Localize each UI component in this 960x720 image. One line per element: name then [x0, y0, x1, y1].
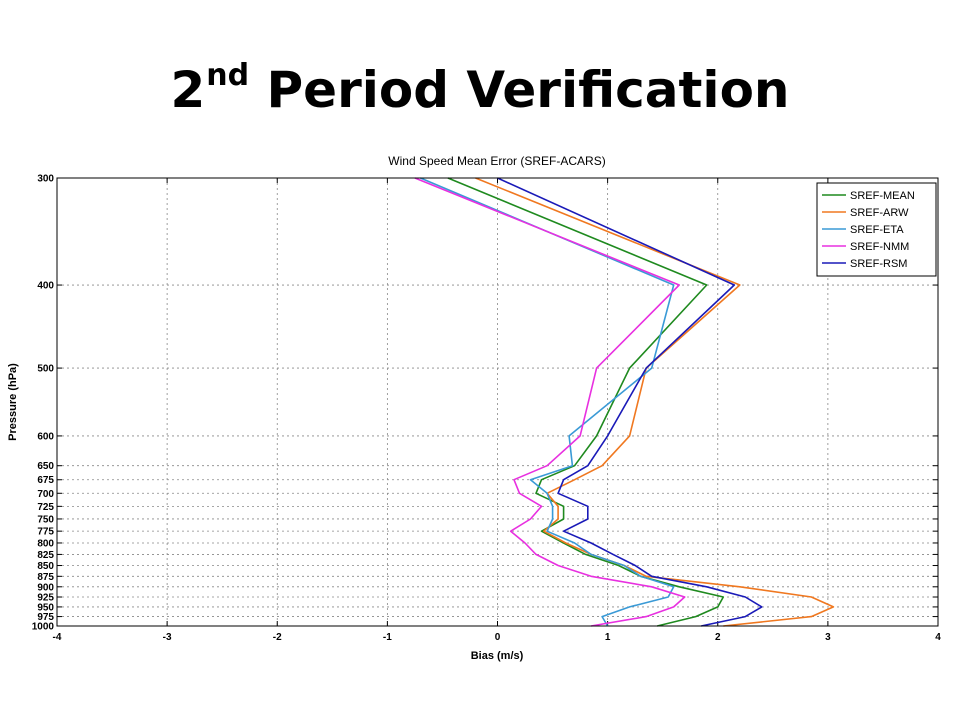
y-tick-label: 950	[37, 602, 54, 613]
legend-label: SREF-NMM	[850, 241, 909, 253]
wind-speed-chart: Wind Speed Mean Error (SREF-ACARS) Bias …	[7, 154, 941, 662]
y-tick-label: 1000	[32, 622, 55, 633]
y-tick-label: 675	[37, 475, 54, 486]
x-tick-label: -3	[163, 632, 172, 643]
x-tick-label: 2	[715, 632, 721, 643]
x-tick-label: -1	[383, 632, 392, 643]
series-line-sref-rsm	[497, 177, 763, 627]
y-tick-label: 900	[37, 582, 54, 593]
x-tick-label: 3	[825, 632, 831, 643]
title-rest: Period Verification	[249, 61, 790, 119]
x-tick-label: 0	[495, 632, 501, 643]
x-tick-label: 1	[605, 632, 611, 643]
series-line-sref-arw	[475, 177, 835, 627]
x-tick-label: 4	[935, 632, 941, 643]
y-tick-label: 500	[37, 364, 54, 375]
y-tick-label: 975	[37, 612, 54, 623]
y-tick-label: 300	[37, 174, 54, 185]
y-tick-label: 925	[37, 592, 54, 603]
legend-label: SREF-ETA	[850, 224, 904, 236]
y-axis-label: Pressure (hPa)	[7, 363, 19, 441]
y-tick-label: 875	[37, 572, 54, 583]
y-tick-label: 775	[37, 527, 54, 538]
x-axis-label: Bias (m/s)	[471, 650, 524, 662]
slide-title: 2nd Period Verification	[0, 58, 960, 119]
plot-area: -4 -3 -2 -1 0 1 2 3 4 300 400 500 600 650 675 700 725750…	[32, 174, 941, 644]
title-superscript: nd	[206, 58, 250, 93]
y-tick-label: 800	[37, 538, 54, 549]
y-tick-label: 650	[37, 461, 54, 472]
y-tick-label: 700	[37, 489, 54, 500]
legend-label: SREF-RSM	[850, 258, 907, 270]
y-tick-label: 850	[37, 561, 54, 572]
y-tick-label: 400	[37, 281, 54, 292]
legend-label: SREF-MEAN	[850, 190, 915, 202]
y-tick-label: 750	[37, 514, 54, 525]
legend-label: SREF-ARW	[850, 207, 909, 219]
series-line-sref-nmm	[414, 177, 686, 627]
chart-title: Wind Speed Mean Error (SREF-ACARS)	[388, 154, 605, 168]
x-tick-label: -4	[53, 632, 62, 643]
series-line-sref-mean	[447, 177, 725, 627]
y-tick-label: 825	[37, 550, 54, 561]
y-tick-label: 600	[37, 431, 54, 442]
x-tick-label: -2	[273, 632, 282, 643]
series-line-sref-eta	[420, 177, 675, 627]
y-tick-label: 725	[37, 502, 54, 513]
axes-frame	[56, 177, 939, 627]
title-main: 2	[170, 61, 206, 119]
